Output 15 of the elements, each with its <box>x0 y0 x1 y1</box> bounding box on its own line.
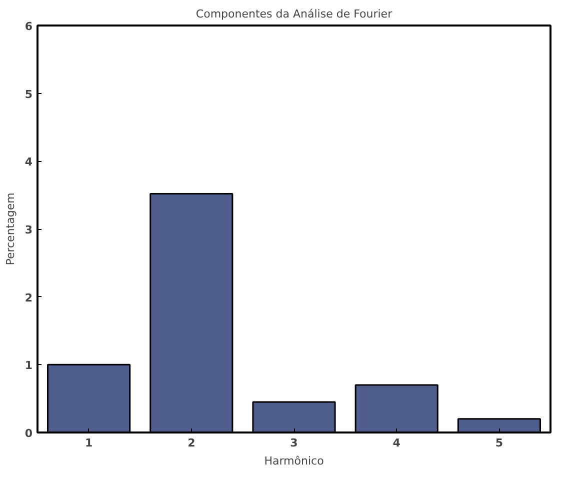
x-axis-title: Harmônico <box>264 454 324 468</box>
chart-title: Componentes da Análise de Fourier <box>196 8 393 20</box>
x-tick-label: 5 <box>495 436 504 450</box>
x-tick-label: 3 <box>290 436 298 450</box>
y-tick-label: 2 <box>24 291 32 304</box>
y-tick-label: 3 <box>24 224 32 236</box>
x-tick-label: 1 <box>84 436 93 450</box>
y-axis-title: Percentagem <box>4 192 17 266</box>
x-tick-label: 2 <box>188 436 196 450</box>
y-tick-label: 4 <box>24 156 33 169</box>
y-tick-label: 5 <box>24 88 32 101</box>
y-tick-label: 0 <box>24 427 33 440</box>
y-tick-label: 1 <box>24 359 32 372</box>
y-tick-label: 6 <box>24 20 33 33</box>
x-tick-label: 4 <box>392 436 401 450</box>
